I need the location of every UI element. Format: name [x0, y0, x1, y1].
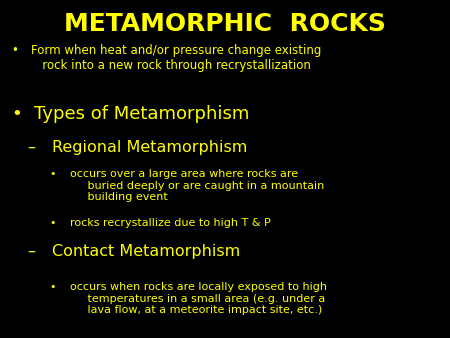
Text: Contact Metamorphism: Contact Metamorphism [52, 244, 240, 259]
Text: occurs when rocks are locally exposed to high
     temperatures in a small area : occurs when rocks are locally exposed to… [70, 282, 327, 315]
Text: •: • [11, 105, 22, 123]
Text: •: • [50, 282, 56, 292]
Text: Types of Metamorphism: Types of Metamorphism [34, 105, 249, 123]
Text: METAMORPHIC  ROCKS: METAMORPHIC ROCKS [64, 12, 386, 36]
Text: Regional Metamorphism: Regional Metamorphism [52, 140, 247, 155]
Text: •: • [50, 218, 56, 228]
Text: Form when heat and/or pressure change existing
   rock into a new rock through r: Form when heat and/or pressure change ex… [31, 44, 321, 72]
Text: –: – [27, 140, 35, 155]
Text: •: • [50, 169, 56, 179]
Text: rocks recrystallize due to high T & P: rocks recrystallize due to high T & P [70, 218, 270, 228]
Text: occurs over a large area where rocks are
     buried deeply or are caught in a m: occurs over a large area where rocks are… [70, 169, 324, 202]
Text: •: • [11, 44, 18, 57]
Text: –: – [27, 244, 35, 259]
